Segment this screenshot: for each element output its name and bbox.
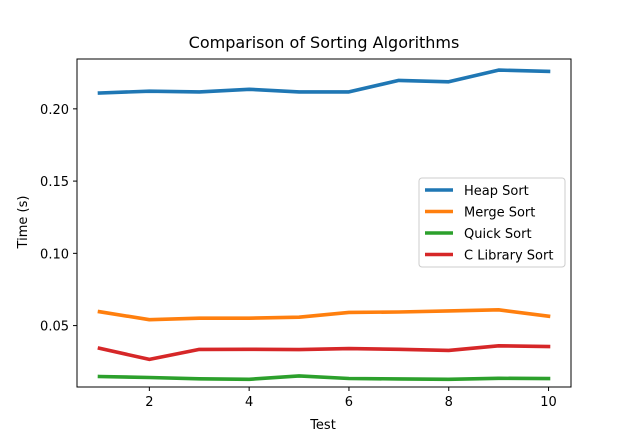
legend-label: Quick Sort [464,227,532,242]
legend-label: Heap Sort [464,184,529,199]
series-line-heap-sort [97,68,551,95]
series-line-c-library-sort [97,343,551,362]
x-tick-label: 6 [345,395,353,410]
legend-label: Merge Sort [464,206,535,221]
legend: Heap Sort Merge Sort Quick Sort C Library S… [418,177,566,268]
series-line-quick-sort [97,374,551,382]
y-tick-label: 0.15 [40,175,69,190]
y-tick-label: 0.10 [40,247,69,262]
x-axis-label: Test [309,418,336,433]
legend-box [418,177,566,268]
legend-label: C Library Sort [464,249,553,264]
chart-title: Comparison of Sorting Algorithms [189,33,460,52]
y-tick-label: 0.20 [40,103,69,118]
x-tick-label: 8 [445,395,453,410]
y-axis-label: Time (s) [16,196,31,250]
y-tick-label: 0.05 [40,320,69,335]
series-line-merge-sort [97,307,551,322]
plot-area [97,68,551,382]
x-tick-label: 4 [245,395,253,410]
x-tick-label: 2 [145,395,153,410]
axes-frame [76,58,572,388]
axes: 2 4 6 8 10 0.05 0.10 0.15 0.20 [40,58,572,410]
x-tick-label: 10 [540,395,557,410]
